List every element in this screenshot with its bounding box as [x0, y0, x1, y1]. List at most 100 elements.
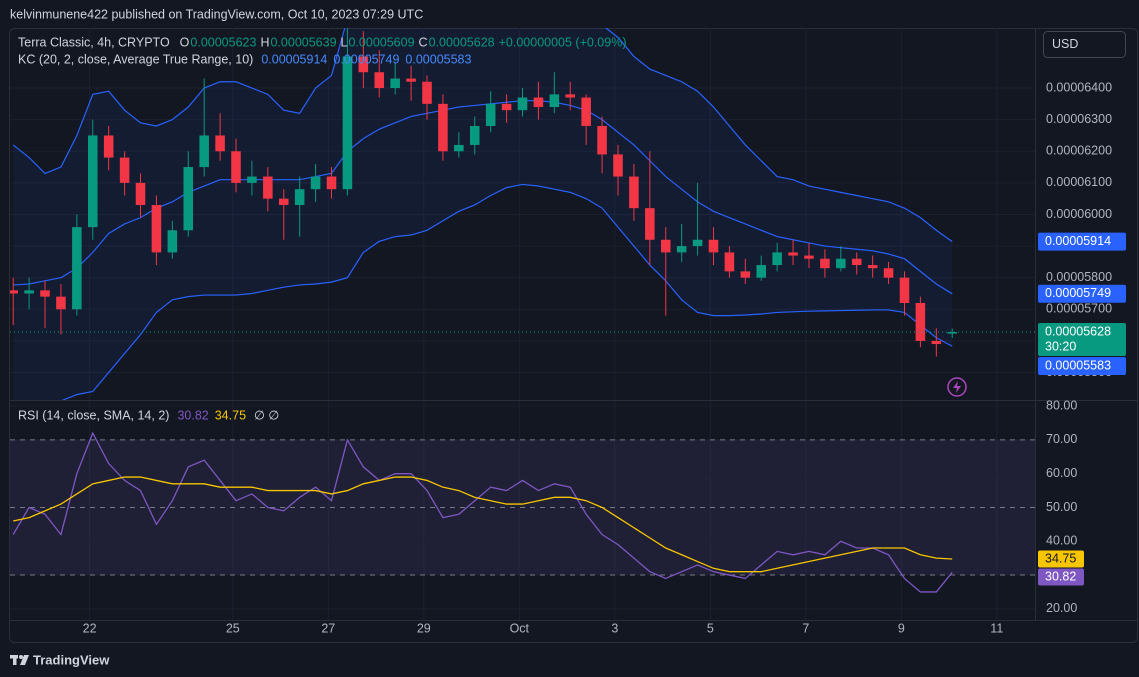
brand: TradingView — [33, 652, 110, 667]
candle-body — [549, 94, 560, 108]
candle-body — [613, 154, 623, 177]
price-tag — [1038, 232, 1126, 251]
candle-body — [103, 135, 114, 158]
candle-body — [501, 103, 512, 111]
legend-text: 0.00005749 — [333, 52, 399, 66]
candle-body — [915, 302, 926, 341]
candle-body — [326, 176, 337, 190]
rsi-tag-text: 34.75 — [1045, 551, 1076, 565]
price-tag-text: 30:20 — [1045, 339, 1076, 353]
currency-label: USD — [1052, 37, 1078, 51]
rsi-pane — [10, 401, 1035, 620]
legend-text: C — [419, 35, 428, 49]
legend-text: 30.82 — [177, 408, 208, 422]
x-tick-label: 27 — [321, 621, 335, 635]
candle-body — [247, 176, 257, 183]
logo-part — [20, 655, 29, 665]
chart-frame — [9, 28, 1138, 643]
rsi-line — [12, 431, 953, 593]
legend-text: 0.00005609 — [348, 35, 414, 49]
candle-body — [851, 258, 862, 266]
tradingview-logo — [10, 655, 29, 665]
candle-body — [10, 290, 18, 294]
candle-body — [263, 176, 273, 199]
candle-body — [899, 277, 910, 303]
candle-body — [517, 97, 528, 111]
y-tick-label: 0.00006200 — [1046, 144, 1112, 158]
candle-body — [438, 103, 448, 152]
y-tick-label: 0.00006400 — [1046, 80, 1112, 94]
candle-body — [581, 97, 591, 126]
x-tick-label: 29 — [417, 621, 431, 635]
price-tag — [1038, 284, 1126, 303]
y-tick-label: 20.00 — [1046, 601, 1077, 615]
rsi-tag — [1038, 550, 1084, 568]
legend-text: KC (20, 2, close, Average True Range, 10… — [18, 52, 253, 66]
x-tick-label: 3 — [611, 621, 618, 635]
candle-body — [422, 81, 432, 104]
currency-button[interactable] — [1043, 31, 1126, 58]
candle-body — [87, 135, 98, 228]
y-tick-label: 70.00 — [1046, 432, 1077, 446]
y-tick-label: 0.00006000 — [1046, 207, 1112, 221]
candle-body — [947, 332, 958, 334]
y-tick-label: 60.00 — [1046, 466, 1077, 480]
x-tick-label: 11 — [990, 621, 1003, 635]
candle-body — [231, 151, 241, 183]
y-tick-label: 0.00006100 — [1046, 175, 1112, 189]
candle-body — [167, 230, 178, 253]
y-tick-label: 40.00 — [1046, 534, 1077, 548]
candle-body — [708, 239, 719, 253]
candle-body — [772, 252, 782, 266]
legend-text: Terra Classic, 4h, CRYPTO — [18, 35, 170, 49]
candle-body — [788, 252, 798, 256]
candle-body — [151, 204, 162, 253]
candle-body — [676, 246, 687, 253]
candle-body — [342, 56, 353, 190]
logo-part — [13, 655, 17, 665]
candle-body — [485, 103, 496, 126]
candle-body — [215, 135, 225, 152]
legend-text: 0.00005639 — [270, 35, 336, 49]
kc-basis-line — [13, 100, 953, 295]
candle-body — [119, 157, 130, 183]
y-tick-label: 80.00 — [1046, 398, 1077, 412]
x-tick-label: 5 — [707, 621, 714, 635]
rsi-line — [13, 476, 953, 573]
candle-body — [135, 182, 146, 205]
axes: 22252729Oct3579110.000055000.000056000.0… — [83, 80, 1126, 635]
price-tag-text: 0.00005628 — [1045, 324, 1111, 338]
candle-body — [72, 227, 82, 310]
kc-upper-line — [12, 28, 953, 243]
candle-body — [629, 176, 639, 209]
alert-bolt — [953, 381, 961, 393]
candle-body — [294, 189, 305, 205]
logo-part — [19, 655, 23, 659]
price-tag — [1038, 323, 1126, 357]
candle-body — [645, 208, 655, 240]
x-tick-label: 7 — [802, 621, 809, 635]
x-tick-label: 22 — [83, 621, 97, 635]
candle-body — [406, 78, 416, 82]
candle-body — [278, 198, 289, 205]
legend-text: 0.00005583 — [405, 52, 471, 66]
candle-body — [724, 252, 735, 272]
y-tick-label: 50.00 — [1046, 500, 1077, 514]
candle-body — [390, 78, 400, 89]
candle-body — [40, 290, 50, 297]
price-tag — [1038, 357, 1126, 376]
candle-body — [836, 258, 846, 269]
legend-text: 0.00005623 — [190, 35, 256, 49]
candle-body — [883, 268, 894, 278]
candle-body — [199, 135, 209, 168]
candle-body — [867, 265, 878, 269]
legend-text: 0.00005628 — [429, 35, 495, 49]
kc-lower-line — [61, 183, 953, 400]
published-line: kelvinmunene422 published on TradingView… — [10, 7, 423, 21]
overlay: USD TradingView Terra Classic, 4h, CRYPT… — [10, 31, 1126, 667]
candle-body — [374, 72, 385, 89]
legend-text: O — [180, 35, 190, 49]
legend-text: 34.75 — [215, 408, 246, 422]
alert-icon[interactable] — [947, 377, 967, 397]
